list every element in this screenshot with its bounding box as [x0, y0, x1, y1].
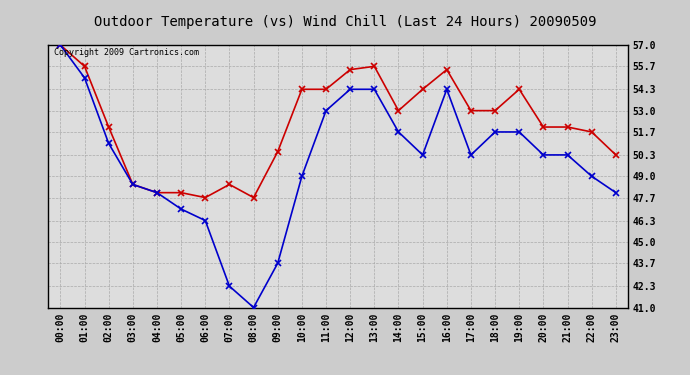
Text: Copyright 2009 Cartronics.com: Copyright 2009 Cartronics.com — [54, 48, 199, 57]
Text: Outdoor Temperature (vs) Wind Chill (Last 24 Hours) 20090509: Outdoor Temperature (vs) Wind Chill (Las… — [94, 15, 596, 29]
